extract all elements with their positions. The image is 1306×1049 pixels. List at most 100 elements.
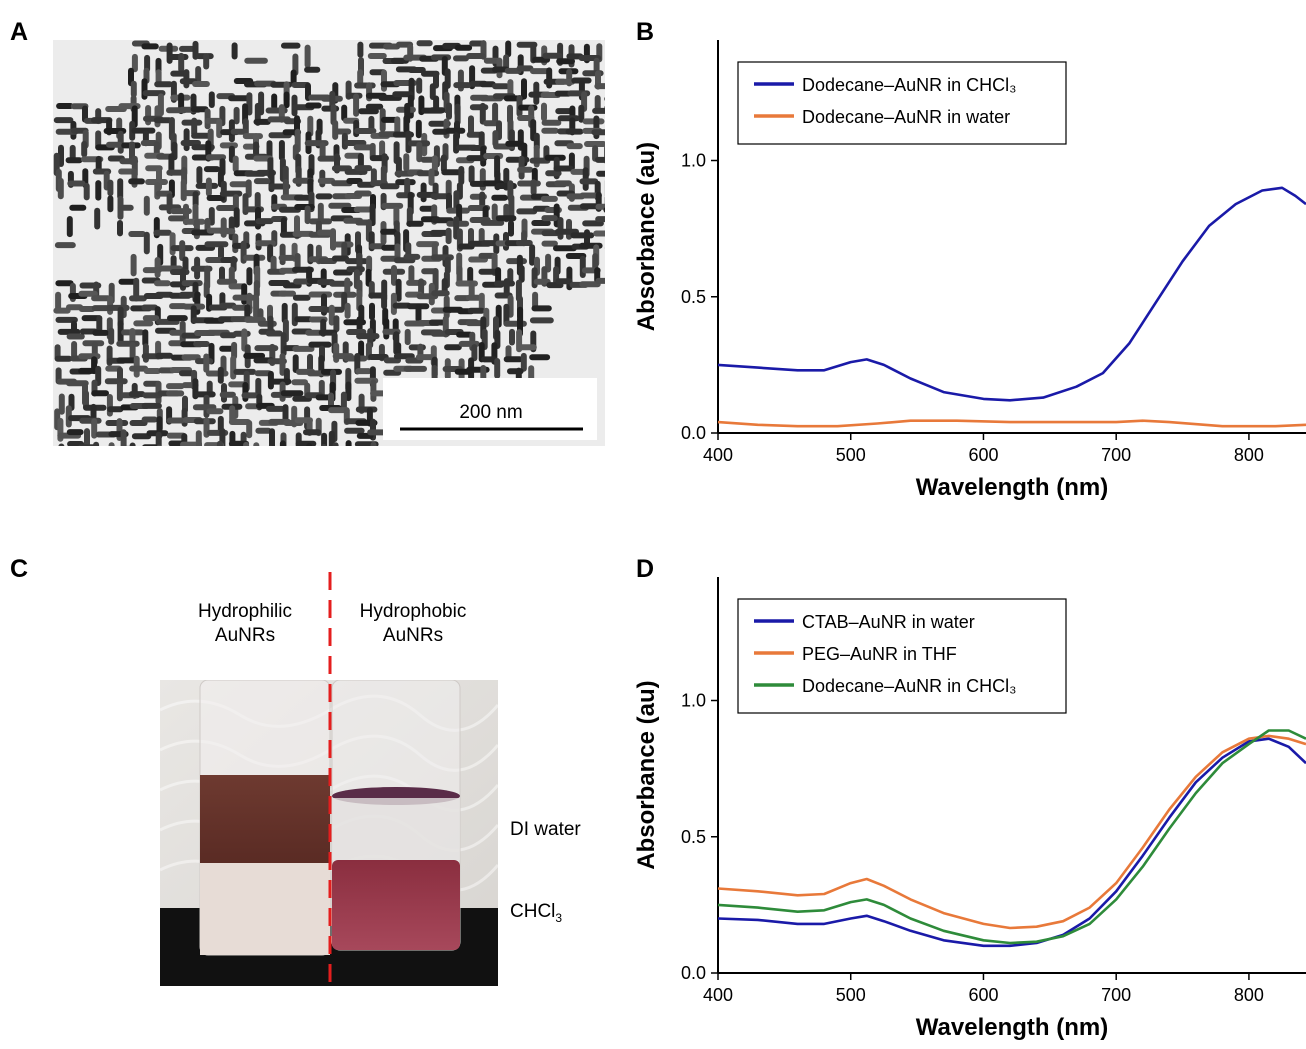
- nanorod: [179, 45, 197, 52]
- nanorod: [255, 427, 272, 434]
- nanorod: [83, 182, 90, 201]
- nanorod: [595, 203, 605, 210]
- nanorod: [553, 245, 577, 252]
- nanorod: [156, 153, 173, 160]
- nanorod: [505, 140, 525, 147]
- nanorod: [106, 141, 123, 148]
- nanorod: [205, 257, 226, 263]
- nanorod: [196, 440, 202, 446]
- nanorod: [354, 82, 376, 89]
- y-tick-label: 1.0: [681, 691, 706, 711]
- nanorod: [278, 140, 285, 161]
- nanorod: [415, 119, 422, 139]
- nanorod: [492, 102, 499, 125]
- nanorod: [478, 268, 499, 275]
- nanorod: [604, 105, 605, 110]
- nanorod: [366, 255, 373, 273]
- nanorod: [594, 83, 605, 90]
- nanorod: [518, 104, 538, 111]
- nanorod: [542, 52, 563, 59]
- legend-box: [737, 598, 1067, 714]
- nanorod: [166, 383, 185, 390]
- nanorod: [233, 106, 240, 125]
- nanorod: [541, 240, 558, 247]
- nanorod: [230, 355, 237, 380]
- nanorod: [117, 178, 124, 200]
- nanorod: [595, 216, 605, 223]
- nanorod: [578, 104, 585, 123]
- nanorod: [232, 155, 239, 173]
- nanorod: [555, 78, 576, 85]
- nanorod: [304, 44, 311, 68]
- nanorod: [479, 168, 486, 191]
- nanorod: [279, 440, 286, 446]
- nanorod: [155, 431, 162, 446]
- nanorod: [170, 269, 190, 275]
- nanorod: [304, 66, 321, 73]
- nanorod: [55, 280, 74, 287]
- legend-label: CTAB–AuNR in water: [802, 612, 975, 632]
- nanorod: [518, 344, 537, 351]
- nanorod: [116, 382, 123, 402]
- nanorod: [67, 180, 86, 187]
- nanorod: [321, 443, 327, 446]
- nanorod: [117, 204, 134, 211]
- nanorod: [354, 165, 373, 172]
- nanorod: [183, 128, 190, 152]
- nanorod: [344, 302, 351, 319]
- series-line-2: [717, 419, 1306, 428]
- nanorod: [69, 144, 76, 162]
- nanorod: [404, 328, 411, 346]
- nanorod: [445, 227, 452, 245]
- x-tick-label: 600: [968, 445, 998, 465]
- nanorod: [169, 303, 187, 310]
- nanorod: [541, 127, 559, 134]
- nanorod: [344, 427, 365, 434]
- nanorod: [415, 303, 422, 323]
- nanorod: [255, 218, 274, 225]
- nanorod: [280, 217, 287, 236]
- right-vial-chcl3-phase: [332, 860, 460, 950]
- nanorod: [216, 118, 223, 139]
- nanorod: [253, 118, 271, 125]
- nanorod: [253, 442, 260, 446]
- nanorod: [315, 193, 333, 200]
- nanorod: [219, 391, 236, 398]
- nanorod: [468, 165, 475, 184]
- nanorod: [430, 54, 452, 61]
- nanorod: [141, 43, 159, 50]
- nanorod: [166, 432, 187, 439]
- nanorod: [367, 429, 388, 436]
- x-tick-label: 700: [1101, 445, 1131, 465]
- nanorod: [431, 290, 450, 297]
- x-tick-label: 400: [703, 445, 733, 465]
- nanorod: [131, 433, 152, 440]
- nanorod: [191, 132, 213, 139]
- nanorod: [430, 229, 450, 236]
- nanorod: [131, 168, 138, 188]
- nanorod: [593, 230, 605, 237]
- nanorod: [343, 319, 366, 326]
- nanorod: [129, 442, 136, 446]
- hydrophobic-label-line2: AuNRs: [382, 625, 444, 646]
- nanorod: [495, 183, 517, 189]
- nanorod: [358, 340, 365, 359]
- nanorod: [220, 332, 237, 339]
- nanorod: [358, 108, 379, 115]
- nanorod: [415, 354, 436, 361]
- nanorod: [479, 81, 496, 88]
- nanorod: [530, 179, 537, 196]
- nanorod: [292, 345, 315, 352]
- nanorod: [116, 357, 139, 364]
- nanorod: [145, 179, 168, 185]
- nanorod: [192, 81, 210, 87]
- nanorod: [491, 194, 508, 201]
- nanorod: [220, 217, 227, 238]
- nanorod: [117, 130, 124, 154]
- nanorod: [416, 40, 433, 47]
- nanorod: [465, 320, 485, 327]
- nanorod: [492, 130, 499, 147]
- nanorod: [131, 53, 138, 73]
- nanorod: [142, 392, 163, 399]
- nanorod: [292, 294, 311, 301]
